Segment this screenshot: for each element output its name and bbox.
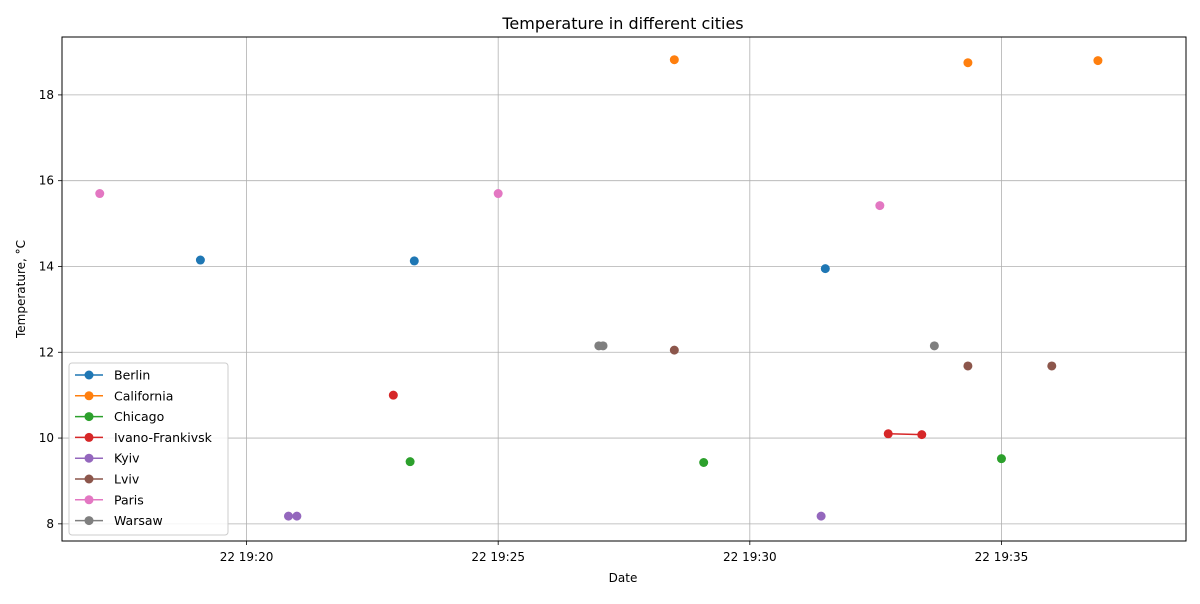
series-berlin	[195, 255, 830, 274]
data-point-berlin	[820, 264, 830, 274]
chart-title: Temperature in different cities	[501, 14, 743, 33]
y-tick-label: 18	[39, 88, 54, 102]
data-point-paris	[875, 201, 885, 211]
data-point-ivano-frankivsk	[883, 429, 893, 439]
series-chicago	[405, 454, 1006, 468]
data-point-kyiv	[816, 511, 826, 521]
legend-swatch-marker	[84, 516, 94, 526]
legend-label: Berlin	[114, 368, 150, 383]
x-axis-label: Date	[609, 571, 638, 585]
legend-item: Lviv	[75, 472, 140, 487]
y-tick-label: 10	[39, 431, 54, 445]
data-point-chicago	[405, 457, 415, 467]
y-axis-label: Temperature, °C	[14, 240, 28, 339]
x-tick-label: 22 19:25	[471, 550, 525, 564]
series-paris	[95, 189, 885, 211]
series-lviv	[669, 345, 1057, 371]
data-point-california	[669, 55, 679, 65]
x-tick-label: 22 19:35	[975, 550, 1029, 564]
data-point-paris	[95, 189, 105, 199]
data-point-lviv	[669, 345, 679, 355]
y-tick-label: 14	[39, 259, 54, 273]
data-point-paris	[493, 189, 503, 199]
data-point-berlin	[409, 256, 419, 266]
series-kyiv	[283, 511, 826, 521]
legend-label: Kyiv	[114, 451, 140, 466]
data-point-chicago	[699, 458, 709, 468]
data-point-warsaw	[598, 341, 608, 351]
data-point-berlin	[195, 255, 205, 265]
series-warsaw	[594, 341, 939, 351]
data-point-chicago	[996, 454, 1006, 464]
legend-label: Warsaw	[114, 513, 163, 528]
legend-swatch-marker	[84, 453, 94, 463]
data-point-kyiv	[292, 511, 302, 521]
series-line-ivano-frankivsk	[888, 433, 922, 436]
legend-label: Lviv	[114, 472, 140, 487]
legend-item: Warsaw	[75, 513, 163, 528]
legend-label: California	[114, 388, 173, 403]
legend-swatch-marker	[84, 432, 94, 442]
series-layer	[95, 55, 1103, 521]
legend-item: Paris	[75, 492, 144, 507]
data-point-kyiv	[283, 511, 293, 521]
legend-item: Berlin	[75, 368, 150, 383]
x-axis: 22 19:20 22 19:25 22 19:30 22 19:35	[220, 541, 1029, 564]
plot-frame	[61, 36, 1187, 542]
legend-label: Ivano-Frankivsk	[114, 430, 213, 445]
series-california	[669, 55, 1103, 68]
legend-box	[68, 362, 229, 536]
legend-item: Chicago	[75, 409, 164, 424]
data-point-california	[963, 58, 973, 68]
data-point-california	[1093, 56, 1103, 66]
legend-item: Kyiv	[75, 451, 140, 466]
data-point-warsaw	[929, 341, 939, 351]
legend-swatch-marker	[84, 391, 94, 401]
legend-label: Paris	[114, 492, 144, 507]
x-tick-label: 22 19:30	[723, 550, 777, 564]
legend-item: California	[75, 388, 173, 403]
y-tick-label: 16	[39, 174, 54, 188]
legend-swatch-marker	[84, 412, 94, 422]
grid-lines	[62, 37, 1186, 541]
legend-swatch-marker	[84, 495, 94, 505]
data-point-ivano-frankivsk	[388, 390, 398, 400]
y-axis: 8 10 12 14 16 18	[39, 88, 62, 531]
legend-item: Ivano-Frankivsk	[75, 430, 213, 445]
legend-swatch-marker	[84, 474, 94, 484]
x-tick-label: 22 19:20	[220, 550, 274, 564]
legend: Berlin California Chicago Ivano-Frankivsk Ky…	[68, 362, 229, 536]
y-tick-label: 8	[46, 517, 54, 531]
y-tick-label: 12	[39, 345, 54, 359]
legend-label: Chicago	[114, 409, 164, 424]
data-point-ivano-frankivsk	[917, 430, 927, 440]
legend-swatch-marker	[84, 370, 94, 380]
data-point-lviv	[1047, 361, 1057, 371]
data-point-lviv	[963, 361, 973, 371]
series-ivano-frankivsk	[388, 390, 927, 440]
